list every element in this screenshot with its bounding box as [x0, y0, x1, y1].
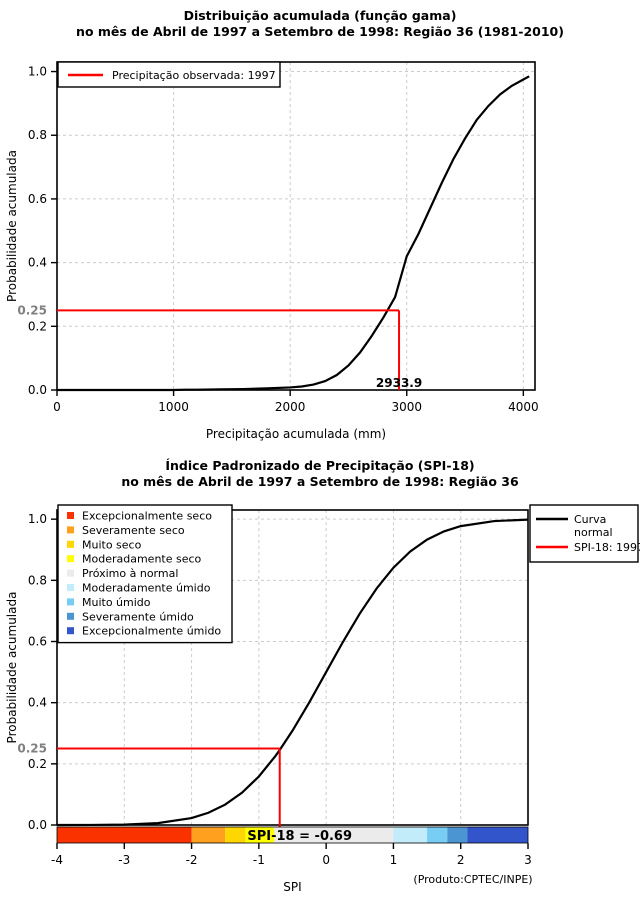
x-axis-label: SPI — [283, 880, 301, 894]
legend-color-swatch — [67, 612, 74, 620]
data-curve — [57, 75, 530, 392]
x-axis-label: Precipitação acumulada (mm) — [206, 427, 386, 441]
colorbar-segment — [272, 827, 394, 843]
legend-category-label: Excepcionalmente seco — [82, 510, 212, 523]
legend-category-label: Severamente úmido — [82, 610, 194, 623]
spi-label-highlight — [245, 828, 275, 842]
x-tick-label: -4 — [51, 853, 63, 867]
colorbar-segment — [447, 827, 468, 843]
chart-panel-spi: Índice Padronizado de Precipitação (SPI-… — [0, 450, 640, 900]
colorbar-frame — [56, 826, 529, 844]
x-tick-label: -2 — [186, 853, 198, 867]
colorbar-segment — [467, 827, 528, 843]
y-axis-label: Probabilidade acumulada — [5, 150, 19, 302]
y-tick-label: 1.0 — [28, 512, 47, 526]
category-legend-box — [57, 504, 233, 644]
y-tick-label: 0.6 — [28, 192, 47, 206]
colorbar-segment — [393, 827, 428, 843]
chart-title-line2: no mês de Abril de 1997 a Setembro de 19… — [121, 474, 519, 489]
chart-panel-cumulative-gamma: Distribuição acumulada (função gama) no m… — [5, 8, 564, 441]
legend-category-label: Moderadamente úmido — [82, 582, 211, 595]
colorbar-segment — [225, 827, 246, 843]
x-tick-label: 1000 — [158, 400, 189, 414]
legend-color-swatch — [67, 598, 74, 606]
spi-value-label: SPI-18 = -0.69 — [247, 829, 352, 844]
producer-note: (Produto:CPTEC/INPE) — [413, 873, 532, 886]
y-tick-label: 0.8 — [28, 128, 47, 142]
x-tick-label: 0 — [322, 853, 330, 867]
legend-color-swatch — [67, 540, 74, 548]
x-tick-label: 4000 — [508, 400, 539, 414]
legend-color-swatch — [67, 526, 74, 534]
legend-category-label: Muito úmido — [82, 596, 151, 609]
legend-label: Precipitação observada: 1997 — [112, 69, 276, 82]
y-tick-label: 0.8 — [28, 573, 47, 587]
y-tick-label: 0.2 — [28, 757, 47, 771]
legend-label-spi: SPI-18: 1997 — [574, 541, 640, 554]
y-axis-label: Probabilidade acumulada — [5, 592, 19, 744]
legend-label-curva: Curva — [574, 513, 606, 526]
data-curve — [56, 518, 529, 827]
chart-title-line1: Distribuição acumulada (função gama) — [184, 8, 457, 23]
y-tick-label: 0.0 — [28, 383, 47, 397]
legend-category-label: Moderadamente seco — [82, 553, 202, 566]
x-tick-label: 2000 — [275, 400, 306, 414]
y-tick-label: 0.2 — [28, 319, 47, 333]
legend-color-swatch — [67, 512, 74, 519]
y-tick-label: 0.4 — [28, 696, 47, 710]
x-tick-label: 2 — [457, 853, 465, 867]
legend-color-swatch — [67, 555, 74, 563]
chart-title-line1: Índice Padronizado de Precipitação (SPI-… — [165, 458, 474, 473]
marker-annotation: 2933.9 — [376, 376, 422, 390]
legend-color-swatch — [67, 627, 74, 635]
legend-color-swatch — [67, 569, 74, 577]
colorbar-segment — [57, 827, 192, 843]
x-tick-label: -1 — [253, 853, 265, 867]
legend-category-label: Muito seco — [82, 538, 142, 551]
x-tick-label: 3 — [524, 853, 532, 867]
series-legend-box — [529, 504, 639, 563]
cumulative-gamma-chart: Distribuição acumulada (função gama)no m… — [5, 8, 564, 441]
y-tick-label: 0.4 — [28, 256, 47, 270]
legend-category-label: Próximo à normal — [82, 567, 178, 580]
plot-frame — [56, 61, 536, 391]
spi-chart: Índice Padronizado de Precipitação (SPI-… — [5, 458, 640, 894]
x-tick-label: 3000 — [391, 400, 422, 414]
y-tick-label-highlight: 0.25 — [17, 303, 47, 317]
plot-frame — [56, 509, 529, 826]
legend-color-swatch — [67, 584, 74, 591]
x-tick-label: 1 — [390, 853, 398, 867]
colorbar-segment — [427, 827, 448, 843]
y-tick-label: 0.6 — [28, 635, 47, 649]
legend-label-normal: normal — [574, 526, 613, 539]
y-tick-label: 0.0 — [28, 818, 47, 832]
x-tick-label: 0 — [53, 400, 61, 414]
y-tick-label: 1.0 — [28, 65, 47, 79]
colorbar-segment — [191, 827, 226, 843]
y-tick-label-highlight: 0.25 — [17, 742, 47, 756]
chart-title-line2: no mês de Abril de 1997 a Setembro de 19… — [76, 24, 564, 39]
legend-category-label: Severamente seco — [82, 524, 185, 537]
legend-category-label: Excepcionalmente úmido — [82, 625, 221, 638]
x-tick-label: -3 — [118, 853, 130, 867]
